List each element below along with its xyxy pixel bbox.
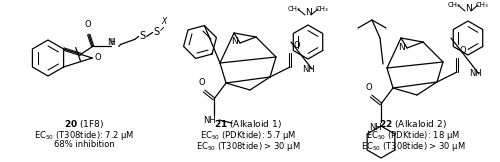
Text: N: N [106, 38, 113, 47]
Text: CH₃: CH₃ [316, 6, 328, 12]
Text: CH₃: CH₃ [288, 6, 300, 12]
Text: NH: NH [202, 116, 215, 125]
Text: O: O [198, 78, 205, 87]
Text: EC$_{50}$ (T308tide): 7.2 μM: EC$_{50}$ (T308tide): 7.2 μM [34, 129, 134, 142]
Text: $\mathbf{20}$ (1F8): $\mathbf{20}$ (1F8) [64, 118, 104, 130]
Text: X: X [162, 17, 167, 26]
Text: 68% inhibition: 68% inhibition [54, 140, 114, 149]
Text: O: O [366, 83, 372, 92]
Text: EC$_{50}$ (PDKtide): 5.7 μM: EC$_{50}$ (PDKtide): 5.7 μM [200, 129, 296, 142]
Text: O: O [293, 41, 300, 50]
Text: $\mathbf{22}$ (Alkaloid 2): $\mathbf{22}$ (Alkaloid 2) [379, 118, 447, 130]
Text: EC$_{50}$ (T308tide) > 30 μM: EC$_{50}$ (T308tide) > 30 μM [360, 140, 466, 153]
Text: EC$_{50}$ (PDKtide): 18 μM: EC$_{50}$ (PDKtide): 18 μM [366, 129, 460, 142]
Text: O: O [460, 46, 466, 55]
Text: S: S [154, 27, 160, 37]
Text: NH: NH [469, 69, 482, 79]
Text: N: N [231, 37, 238, 46]
Text: N: N [398, 42, 405, 52]
Text: N: N [464, 4, 471, 13]
Text: N: N [304, 8, 312, 17]
Text: CH₃: CH₃ [448, 2, 460, 8]
Text: $\mathbf{21}$ (Alkaloid 1): $\mathbf{21}$ (Alkaloid 1) [214, 118, 282, 130]
Text: O: O [84, 20, 91, 29]
Text: EC$_{50}$ (T308tide) > 30 μM: EC$_{50}$ (T308tide) > 30 μM [196, 140, 300, 153]
Text: NH: NH [302, 64, 315, 74]
Text: H: H [110, 38, 116, 47]
Text: O: O [94, 53, 101, 63]
Text: S: S [140, 31, 146, 41]
Text: CH₃: CH₃ [476, 2, 488, 8]
Text: NH: NH [370, 123, 382, 132]
